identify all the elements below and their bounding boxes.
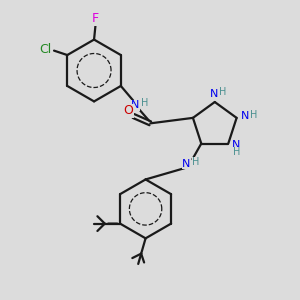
Text: N: N: [240, 111, 249, 122]
Text: N: N: [210, 89, 218, 99]
Text: H: H: [250, 110, 257, 120]
Text: F: F: [92, 12, 99, 25]
Text: H: H: [192, 157, 200, 167]
Text: H: H: [141, 98, 149, 108]
Text: N: N: [232, 140, 240, 150]
Text: Cl: Cl: [39, 43, 51, 56]
Text: H: H: [219, 87, 226, 97]
Text: H: H: [233, 147, 240, 158]
Text: N: N: [131, 100, 140, 110]
Text: N: N: [182, 159, 191, 169]
Text: O: O: [124, 104, 134, 118]
